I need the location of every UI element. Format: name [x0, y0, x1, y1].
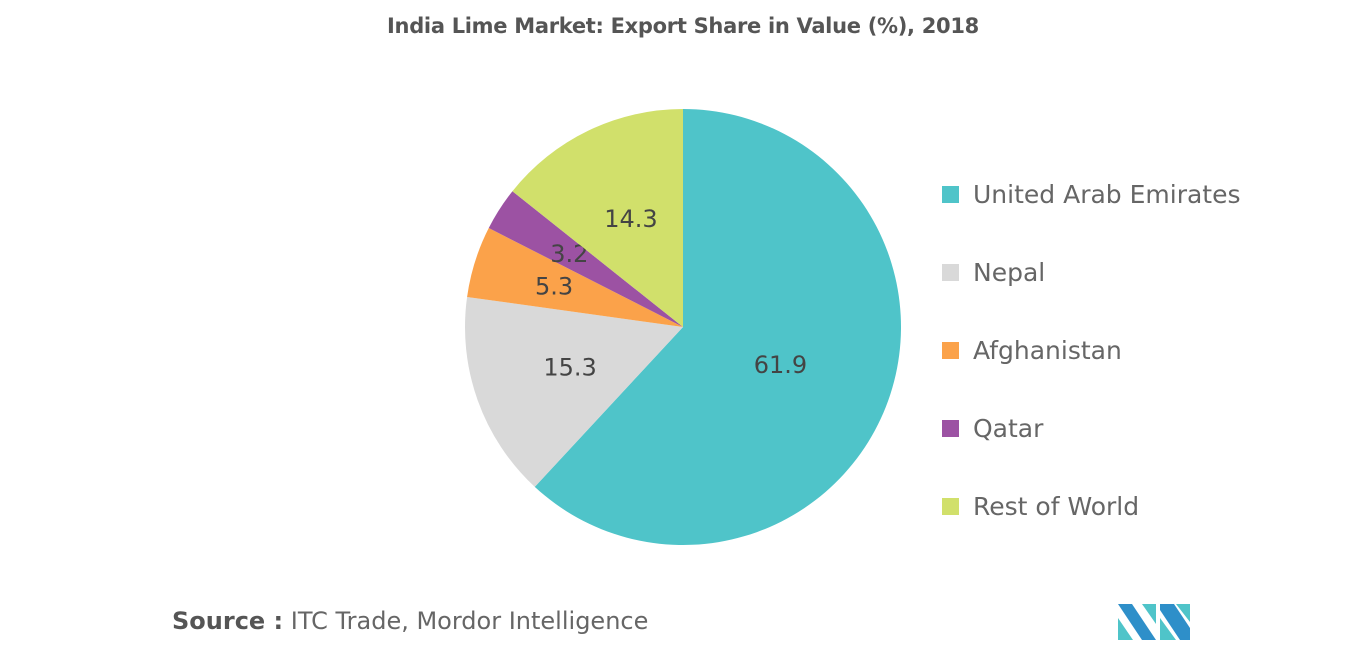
legend-item: Afghanistan [942, 311, 1241, 389]
legend-swatch [942, 263, 959, 281]
source-note: Source : ITC Trade, Mordor Intelligence [172, 607, 648, 635]
pie-slice-united-arab-emirates [534, 109, 901, 545]
legend: United Arab Emirates Nepal Afghanistan Qata… [942, 155, 1241, 545]
data-label: 61.9 [754, 351, 807, 379]
legend-item: Nepal [942, 233, 1241, 311]
data-label: 5.3 [535, 272, 573, 300]
legend-item: Rest of World [942, 467, 1241, 545]
data-label: 15.3 [543, 353, 596, 381]
pie-slice-qatar [488, 191, 683, 327]
legend-item: Qatar [942, 389, 1241, 467]
legend-swatch [942, 341, 959, 359]
source-text: ITC Trade, Mordor Intelligence [283, 607, 649, 635]
legend-label: Nepal [973, 257, 1046, 287]
legend-item: United Arab Emirates [942, 155, 1241, 233]
legend-label: Afghanistan [973, 335, 1122, 365]
data-label: 14.3 [604, 205, 657, 233]
legend-label: United Arab Emirates [973, 179, 1241, 209]
legend-label: Qatar [973, 413, 1044, 443]
legend-label: Rest of World [973, 491, 1140, 521]
legend-swatch [942, 419, 959, 437]
pie-slice-nepal [465, 296, 683, 487]
legend-swatch [942, 185, 959, 203]
pie-slice-rest-of-world [512, 109, 683, 327]
source-label: Source : [172, 607, 284, 635]
mordor-logo [1118, 604, 1190, 640]
chart-title: India Lime Market: Export Share in Value… [387, 14, 979, 38]
pie-slice-afghanistan [467, 228, 683, 327]
legend-swatch [942, 497, 959, 515]
